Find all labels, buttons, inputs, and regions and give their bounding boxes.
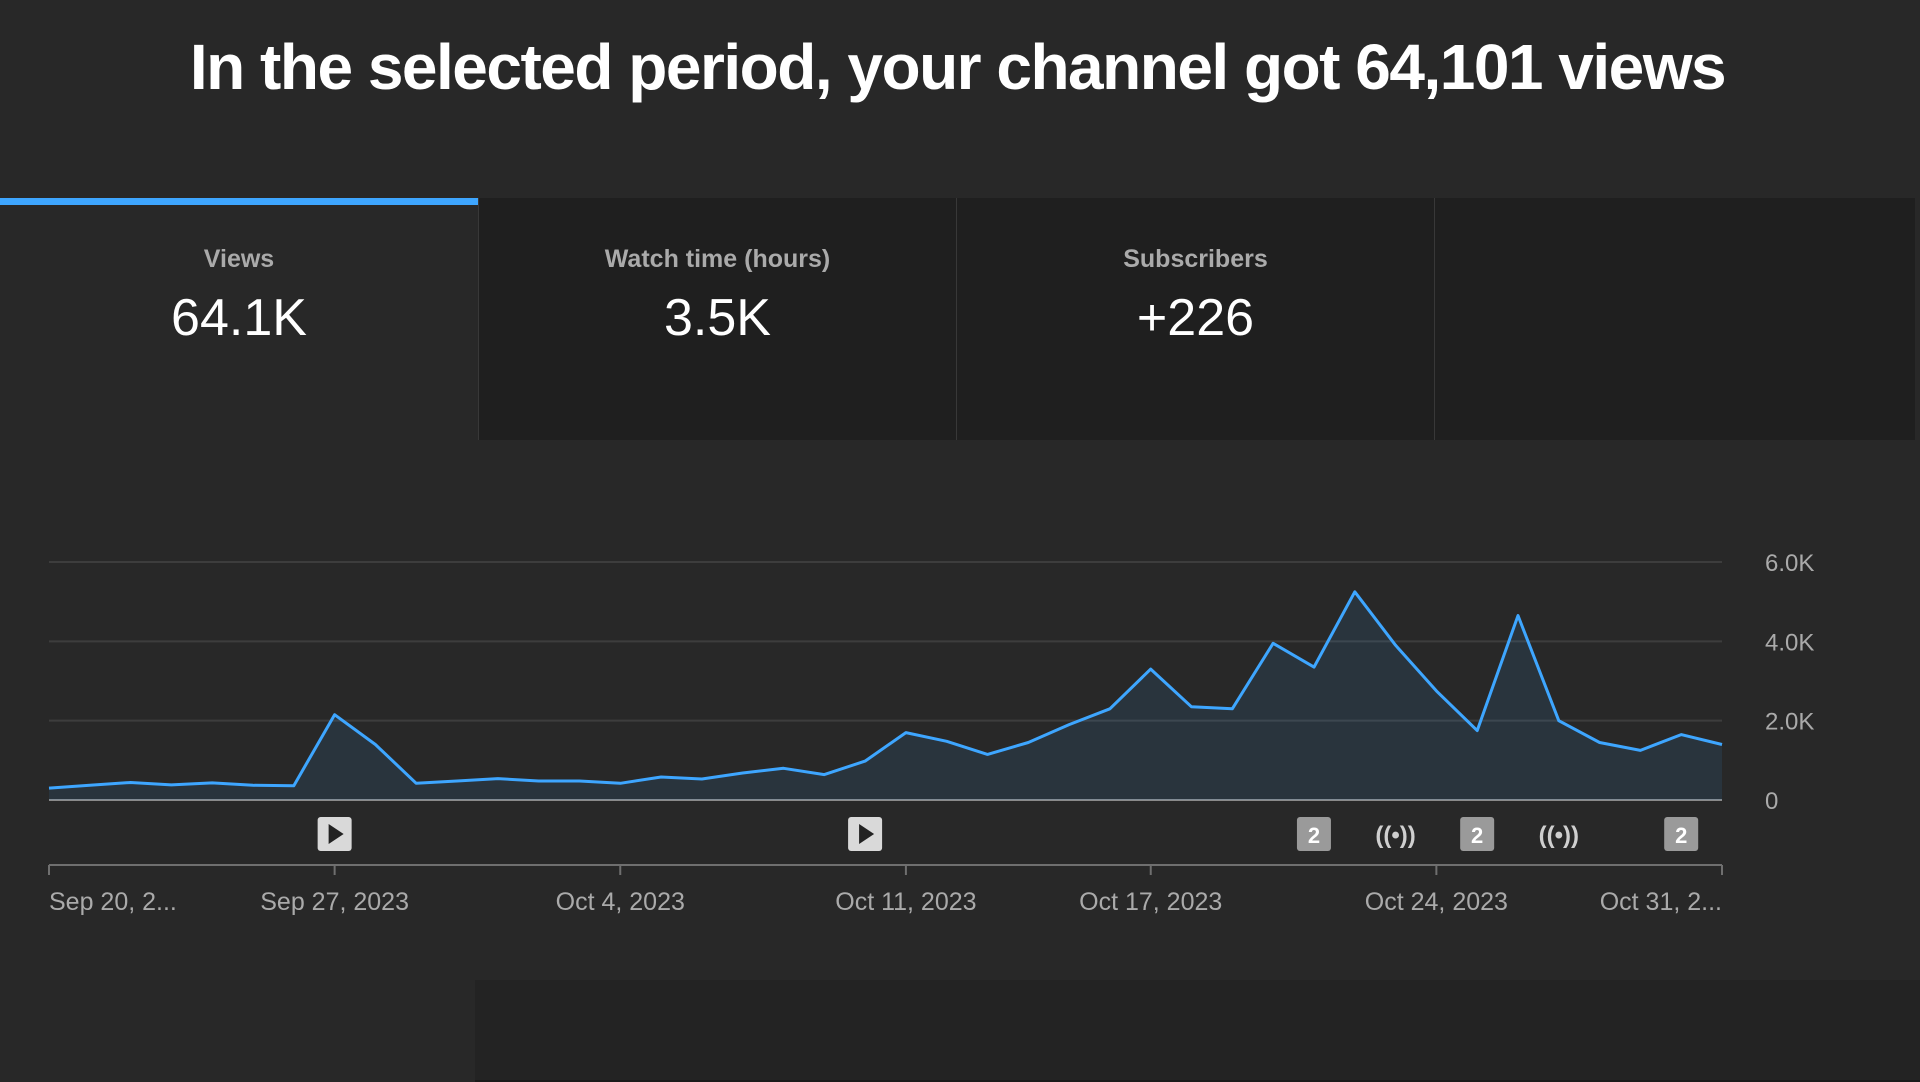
data-point[interactable] [1675,729,1687,741]
x-tick-label: Sep 20, 2... [49,888,177,916]
data-point[interactable] [533,775,545,787]
live-icon: ((•)) [1539,822,1579,849]
data-point[interactable] [84,779,96,791]
data-point[interactable] [1349,586,1361,598]
data-point[interactable] [329,709,341,721]
data-point[interactable] [696,773,708,785]
x-tick-label: Oct 17, 2023 [1079,888,1222,916]
data-point[interactable] [737,767,749,779]
data-point[interactable] [165,779,177,791]
data-point[interactable] [859,755,871,767]
y-tick-label: 0 [1765,788,1778,815]
live-icon: ((•)) [1375,822,1415,849]
video-count-marker[interactable]: 2 [1664,817,1699,851]
data-point[interactable] [1186,701,1198,713]
data-point[interactable] [655,771,667,783]
x-tick-label: Oct 4, 2023 [556,888,685,916]
y-tick-label: 6.0K [1765,550,1814,577]
views-line [48,590,1723,790]
views-area [49,591,1722,800]
video-count-marker[interactable]: 2 [1460,817,1495,851]
data-point[interactable] [288,780,300,792]
tab-watch-time[interactable]: Watch time (hours) 3.5K [478,198,956,440]
data-point[interactable] [369,738,381,750]
x-tick-label: Sep 27, 2023 [260,888,409,916]
subscribers-label: Subscribers [1123,245,1268,273]
count-label: 2 [1308,823,1320,848]
data-point[interactable] [1308,661,1320,673]
count-marker-box [1664,817,1699,851]
views-label: Views [203,245,275,273]
data-point[interactable] [451,775,463,787]
video-marker[interactable] [317,817,352,851]
tab-subscribers[interactable]: Subscribers +226 [956,198,1434,440]
x-tick-label: Oct 31, 2... [1600,888,1722,916]
views-chart: 2 ((•)) 2 ((•)) 2 0 2.0K 4.0K 6.0K Sep 20, 2... S… [43,550,1814,916]
data-point[interactable] [492,773,504,785]
play-icon [859,824,875,844]
data-point[interactable] [1022,736,1034,748]
data-point[interactable] [206,777,218,789]
live-marker[interactable]: ((•)) [1539,822,1579,849]
data-point[interactable] [125,777,137,789]
data-point[interactable] [1104,703,1116,715]
bottom-panel [475,980,1920,1082]
count-marker-box [1460,817,1495,851]
views-value: 64.1K [171,289,307,347]
video-marker[interactable] [848,817,883,851]
data-point[interactable] [614,777,626,789]
data-point[interactable] [1390,639,1402,651]
data-point[interactable] [573,775,585,787]
data-point[interactable] [1267,637,1279,649]
data-point[interactable] [1471,725,1483,737]
data-point[interactable] [941,735,953,747]
data-point[interactable] [247,779,259,791]
data-point[interactable] [1716,738,1728,750]
count-label: 2 [1675,823,1687,848]
data-point[interactable] [1512,610,1524,622]
count-label: 2 [1471,823,1483,848]
data-point[interactable] [1063,719,1075,731]
subscribers-value: +226 [1136,289,1255,347]
data-point[interactable] [1553,715,1565,727]
x-tick-label: Oct 24, 2023 [1365,888,1508,916]
count-marker-box [1296,817,1331,851]
data-point[interactable] [1145,663,1157,675]
data-point[interactable] [982,748,994,760]
watch-time-label: Watch time (hours) [604,245,831,273]
data-point[interactable] [410,777,422,789]
live-marker[interactable]: ((•)) [1375,822,1415,849]
data-point[interactable] [1634,744,1646,756]
data-point[interactable] [818,769,830,781]
page-headline: In the selected period, your channel got… [189,31,1727,103]
tab-views[interactable]: Views 64.1K [0,198,478,440]
y-tick-label: 4.0K [1765,629,1814,656]
watch-time-value: 3.5K [664,289,771,347]
data-point[interactable] [1430,685,1442,697]
x-tick-label: Oct 11, 2023 [835,888,976,916]
data-point[interactable] [43,782,55,794]
data-point[interactable] [1226,703,1238,715]
data-point[interactable] [777,762,789,774]
data-point[interactable] [900,727,912,739]
video-count-marker[interactable]: 2 [1296,817,1331,851]
tab-empty [1434,198,1915,440]
data-point[interactable] [1594,736,1606,748]
play-icon [328,824,344,844]
y-tick-label: 2.0K [1765,709,1814,736]
metric-tabs: Views 64.1K Watch time (hours) 3.5K Subs… [0,198,1915,440]
